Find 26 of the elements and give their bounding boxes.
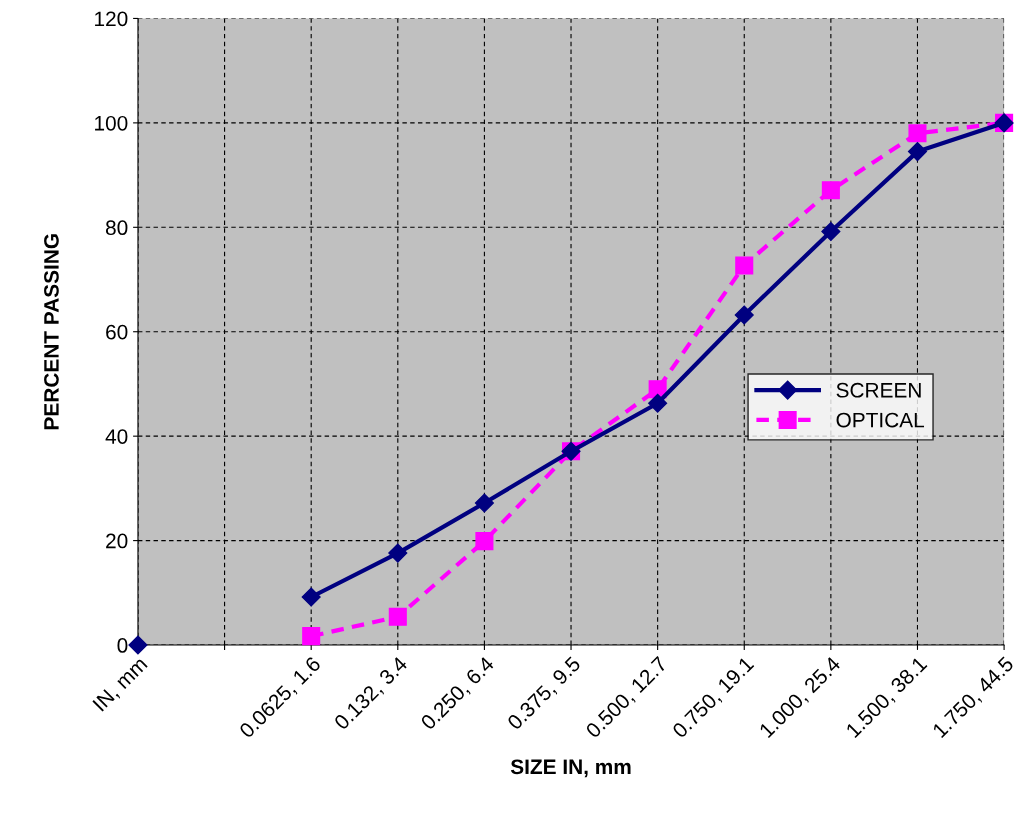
point [908, 124, 927, 143]
point [388, 543, 408, 563]
point [475, 532, 494, 551]
point [301, 587, 321, 607]
point [821, 221, 841, 242]
y-tick-label: 0 [117, 638, 128, 653]
point [735, 256, 754, 275]
point [734, 305, 754, 325]
x-tick-label: IN, mm [92, 656, 150, 714]
y-tick-label: 60 [106, 324, 128, 340]
y-axis-title: PERCENT PASSING [44, 234, 59, 430]
point [648, 393, 668, 413]
point [474, 493, 494, 513]
y-tick-label: 40 [105, 429, 128, 444]
point [302, 627, 321, 646]
legend-label: OPTICAL [836, 412, 925, 428]
y-tick-label: 20 [106, 533, 128, 549]
point [907, 142, 928, 162]
x-axis-title: SIZE IN, mm [510, 759, 631, 778]
point [821, 181, 840, 200]
y-tick-label: 120 [95, 11, 128, 27]
legend-label: SCREEN [836, 382, 921, 398]
y-tick-label: 100 [95, 115, 128, 131]
y-tick-label: 80 [105, 220, 128, 236]
point [128, 635, 148, 655]
point [388, 607, 407, 626]
